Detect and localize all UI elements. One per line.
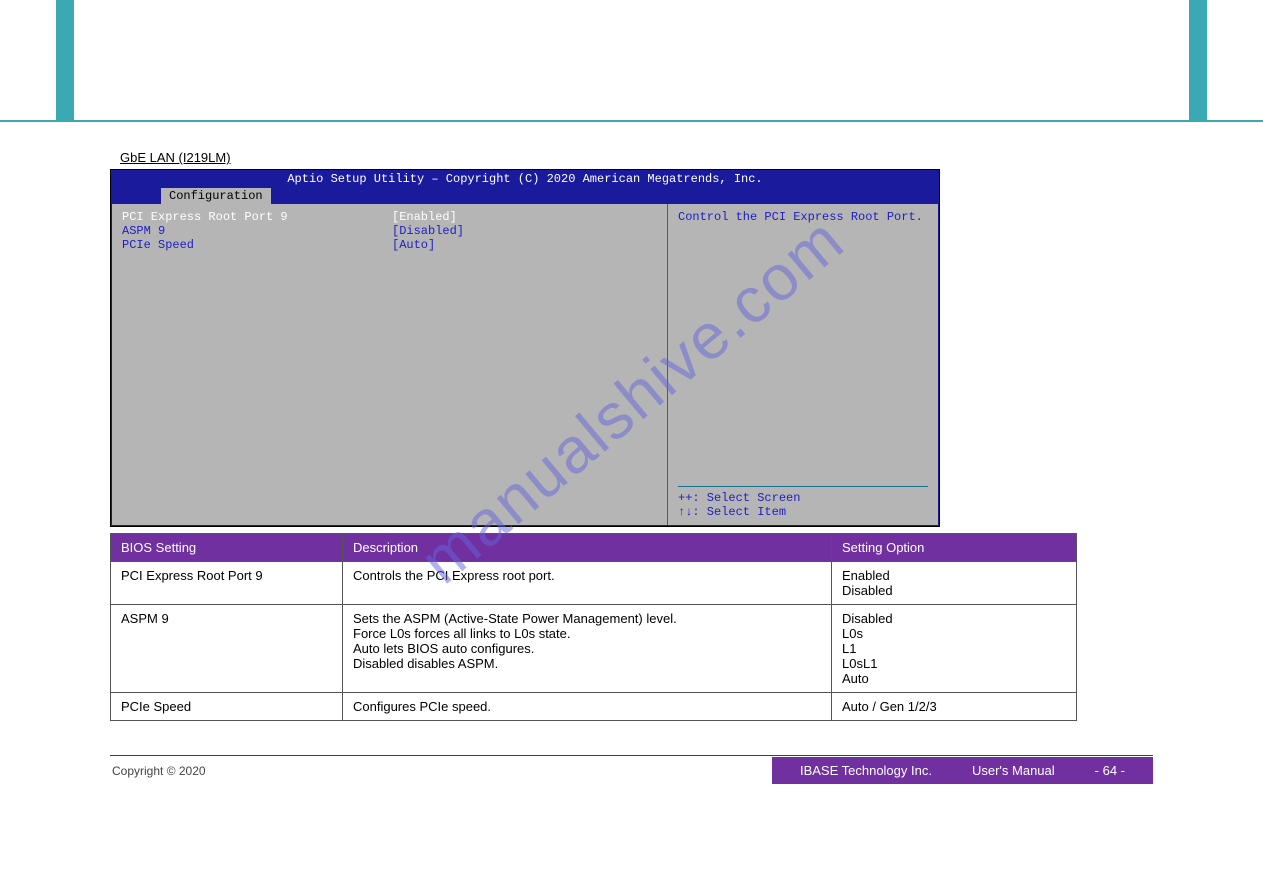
bios-tab-configuration: Configuration	[161, 188, 271, 204]
bios-setting-row: PCI Express Root Port 9[Enabled]	[122, 210, 657, 224]
col-description: Description	[343, 534, 832, 562]
bios-setting-label: ASPM 9	[122, 224, 392, 238]
section-title: GbE LAN (I219LM)	[120, 150, 1153, 165]
table-cell: DisabledL0sL1L0sL1Auto	[832, 605, 1077, 693]
col-bios-setting: BIOS Setting	[111, 534, 343, 562]
table-cell: PCIe Speed	[111, 693, 343, 721]
bios-setting-value: [Enabled]	[392, 210, 457, 224]
table-cell: Configures PCIe speed.	[343, 693, 832, 721]
bios-tab-row: Configuration	[111, 188, 939, 204]
table-row: PCIe SpeedConfigures PCIe speed.Auto / G…	[111, 693, 1077, 721]
footer-copyright: Copyright © 2020	[110, 764, 772, 778]
config-table: BIOS Setting Description Setting Option …	[110, 533, 1077, 721]
table-cell: ASPM 9	[111, 605, 343, 693]
table-row: PCI Express Root Port 9Controls the PCI …	[111, 562, 1077, 605]
bios-title-bar: Aptio Setup Utility – Copyright (C) 2020…	[111, 170, 939, 188]
bios-hint-line: ↑↓: Select Item	[678, 505, 928, 519]
bios-help-text: Control the PCI Express Root Port.	[678, 210, 928, 224]
bios-screenshot: Aptio Setup Utility – Copyright (C) 2020…	[110, 169, 940, 527]
footer-page: - 64 -	[1095, 763, 1125, 778]
footer-line2: User's Manual	[972, 763, 1055, 778]
bios-help-pane: Control the PCI Express Root Port. ++: S…	[668, 204, 938, 525]
bios-setting-row: PCIe Speed[Auto]	[122, 238, 657, 252]
table-cell: Sets the ASPM (Active-State Power Manage…	[343, 605, 832, 693]
table-cell: PCI Express Root Port 9	[111, 562, 343, 605]
bios-divider	[678, 486, 928, 487]
bios-body: PCI Express Root Port 9[Enabled]ASPM 9[D…	[111, 204, 939, 526]
bios-hint-line: ++: Select Screen	[678, 491, 928, 505]
bios-setting-label: PCI Express Root Port 9	[122, 210, 392, 224]
bios-setting-value: [Disabled]	[392, 224, 464, 238]
bios-setting-value: [Auto]	[392, 238, 435, 252]
table-row: ASPM 9Sets the ASPM (Active-State Power …	[111, 605, 1077, 693]
bios-setting-row: ASPM 9[Disabled]	[122, 224, 657, 238]
bios-setting-label: PCIe Speed	[122, 238, 392, 252]
table-cell: Auto / Gen 1/2/3	[832, 693, 1077, 721]
bios-key-hints: ++: Select Screen↑↓: Select Item	[678, 482, 928, 519]
footer-branding: IBASE Technology Inc. User's Manual - 64…	[772, 757, 1153, 784]
footer-line1: IBASE Technology Inc.	[800, 763, 932, 778]
table-cell: EnabledDisabled	[832, 562, 1077, 605]
col-setting-option: Setting Option	[832, 534, 1077, 562]
bios-settings-pane: PCI Express Root Port 9[Enabled]ASPM 9[D…	[112, 204, 668, 525]
table-header-row: BIOS Setting Description Setting Option	[111, 534, 1077, 562]
table-cell: Controls the PCI Express root port.	[343, 562, 832, 605]
page-footer: Copyright © 2020 IBASE Technology Inc. U…	[110, 755, 1153, 785]
